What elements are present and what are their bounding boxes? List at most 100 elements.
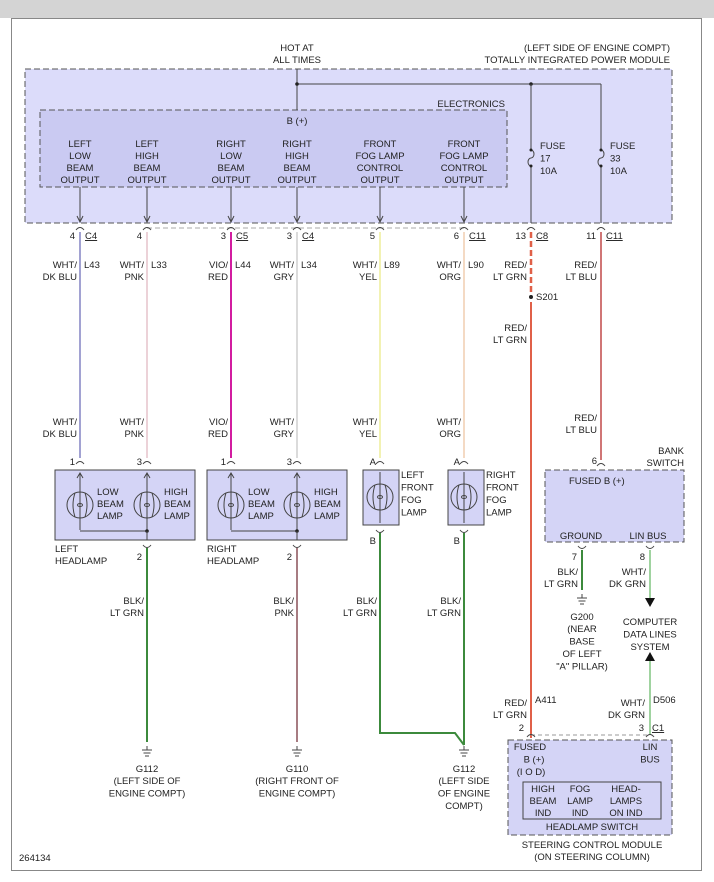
fuse-label: 10A	[540, 166, 558, 177]
connector-symbol	[526, 227, 536, 231]
output-label: HIGH	[285, 151, 309, 162]
connector-pin: 11	[586, 231, 596, 242]
bank-switch-name: BANK	[658, 446, 685, 457]
fuse-terminal	[599, 164, 603, 168]
wire-color-label: LT BLU	[566, 272, 597, 283]
wire-color-label: BLK/	[123, 596, 144, 607]
wire-color-label: GRY	[274, 272, 295, 283]
indicator-label: HIGH	[531, 784, 555, 795]
diagram-frame	[11, 18, 702, 871]
wire-color-label: RED/	[574, 413, 597, 424]
ground-wire-left-fog	[379, 533, 465, 746]
lamp-label: BEAM	[97, 499, 124, 510]
connector-name: C4	[302, 231, 314, 242]
wire-color-label: RED	[208, 429, 228, 440]
fog-lamp-name: LEFT	[401, 470, 424, 481]
arrow-icon	[376, 215, 384, 224]
wire-color-label: WHT/	[353, 260, 378, 271]
arrow-icon	[293, 215, 301, 224]
wire-color-label: RED	[208, 272, 228, 283]
fog-lamp-box	[447, 469, 485, 526]
wire-color-label: RED/	[504, 698, 527, 709]
wire-color-label: WHT/	[53, 260, 78, 271]
circuit-id: A411	[535, 695, 556, 706]
module-name: STEERING CONTROL MODULE	[522, 840, 663, 851]
lamp-label: LAMP	[97, 511, 123, 522]
pin-label: 8	[640, 552, 645, 563]
ground-location: OF ENGINE	[438, 789, 490, 800]
ground-location: BASE	[569, 637, 594, 648]
wire-color-label: LT GRN	[544, 579, 578, 590]
wire-color-label: DK GRN	[608, 710, 645, 721]
arrow-icon	[76, 215, 84, 224]
lamp-bulb-icon	[217, 491, 245, 519]
connector-symbol	[596, 463, 606, 467]
filament-leads	[456, 484, 472, 510]
pin-label: 3	[639, 723, 644, 734]
indicator-label: LAMPS	[610, 796, 642, 807]
output-label: OUTPUT	[444, 175, 483, 186]
filament-icon	[377, 495, 383, 499]
ground-id: G200	[570, 612, 593, 623]
junction-dot	[295, 82, 299, 86]
output-label: LOW	[220, 151, 242, 162]
output-label: BEAM	[67, 163, 94, 174]
circuit-id: L44	[235, 260, 251, 271]
circuit-id: L43	[84, 260, 100, 271]
pin-label: 2	[287, 552, 292, 563]
wire-color-label: WHT/	[270, 417, 295, 428]
wire-color-label: DK BLU	[43, 272, 77, 283]
ground-id: G112	[453, 764, 476, 775]
circuit-id: L33	[151, 260, 167, 271]
module-name: TOTALLY INTEGRATED POWER MODULE	[485, 55, 670, 66]
wire-color-label: WHT/	[120, 260, 145, 271]
connector-symbol	[75, 461, 85, 465]
indicator-label: FOG	[570, 784, 591, 795]
ground-location: COMPT)	[445, 801, 482, 812]
lamp-label: BEAM	[164, 499, 191, 510]
data-lines-label: SYSTEM	[630, 642, 669, 653]
fog-lamp-name: FOG	[401, 495, 422, 506]
fuse-label: 33	[610, 154, 621, 165]
output-label: OUTPUT	[127, 175, 166, 186]
b-plus-label: B (+)	[287, 116, 308, 127]
headlamp-name: LEFT	[55, 544, 78, 555]
pin-label: A	[454, 457, 461, 468]
circuit-id: L34	[301, 260, 317, 271]
wire-color-label: WHT/	[120, 417, 145, 428]
wire-color-label: WHT/	[437, 260, 462, 271]
pin-label: B	[370, 536, 376, 547]
ground-location: OF LEFT	[562, 649, 601, 660]
wire-color-label: PNK	[124, 272, 144, 283]
output-label: FOG LAMP	[355, 151, 404, 162]
connector-symbol	[142, 227, 152, 231]
filament-leads	[372, 484, 388, 510]
data-lines-label: COMPUTER	[623, 617, 678, 628]
fog-lamp-name: LAMP	[401, 508, 427, 519]
pin-label: 3	[137, 457, 142, 468]
output-label: OUTPUT	[277, 175, 316, 186]
fog-lamp-name: LAMP	[486, 508, 512, 519]
headlamp-name: HEADLAMP	[207, 556, 259, 567]
output-label: RIGHT	[216, 139, 246, 150]
output-label: OUTPUT	[60, 175, 99, 186]
lamp-label: LAMP	[314, 511, 340, 522]
wire-color-label: LT GRN	[427, 608, 461, 619]
wire-color-label: YEL	[359, 429, 377, 440]
bank-switch-name: SWITCH	[647, 458, 685, 469]
wire-color-label: BLK/	[273, 596, 294, 607]
wire-color-label: VIO/	[209, 260, 228, 271]
ground-id: G110	[286, 764, 309, 775]
wire-color-label: YEL	[359, 272, 377, 283]
connector-symbol	[577, 545, 587, 549]
connector-pin: 5	[370, 231, 375, 242]
wire-color-label: WHT/	[437, 417, 462, 428]
ground-location: (LEFT SIDE OF	[114, 776, 181, 787]
lamp-label: BEAM	[314, 499, 341, 510]
filament-icon	[228, 503, 234, 507]
fused-b-label: (I O D)	[517, 767, 546, 778]
output-label: BEAM	[218, 163, 245, 174]
output-label: LEFT	[68, 139, 91, 150]
filament-icon	[144, 503, 150, 507]
